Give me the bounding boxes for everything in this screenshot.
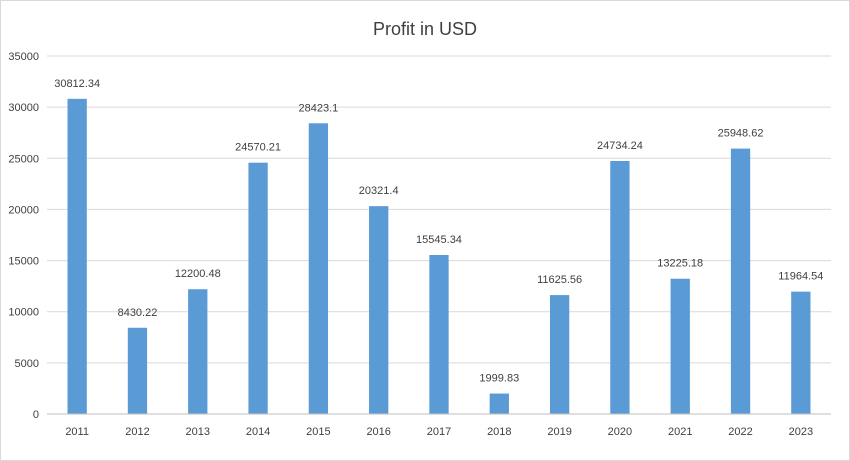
- data-label-2013: 12200.48: [175, 268, 221, 280]
- chart-title: Profit in USD: [373, 19, 477, 39]
- data-label-2017: 15545.34: [416, 234, 462, 246]
- bars: [67, 98, 811, 415]
- data-label-2022: 25948.62: [718, 128, 764, 140]
- data-label-2011: 30812.34: [54, 78, 100, 90]
- x-tick-label-2022: 2022: [728, 426, 752, 438]
- y-tick-label: 5000: [15, 358, 39, 370]
- bar-2023: [791, 291, 811, 414]
- y-tick-label: 25000: [8, 153, 39, 165]
- x-axis-tick-labels: 2011 2012 2013 2014 2015 2016 2017 2018 2019 2020…: [65, 426, 813, 438]
- x-tick-label-2014: 2014: [246, 426, 270, 438]
- bar-2020: [610, 161, 630, 414]
- x-tick-label-2023: 2023: [789, 426, 813, 438]
- bar-2016: [369, 206, 389, 414]
- y-axis-tick-labels: 0 5000 10000 15000 20000 25000 30000 35000: [8, 51, 39, 421]
- bar-2022: [730, 148, 751, 414]
- x-tick-label-2015: 2015: [306, 426, 330, 438]
- y-tick-label: 20000: [8, 204, 39, 216]
- data-label-2014: 24570.21: [235, 142, 281, 154]
- x-tick-label-2018: 2018: [487, 426, 511, 438]
- data-label-2012: 8430.22: [118, 307, 158, 319]
- x-tick-label-2012: 2012: [125, 426, 149, 438]
- bar-2012: [127, 327, 148, 414]
- y-tick-label: 10000: [8, 307, 39, 319]
- bar-2021: [670, 278, 690, 414]
- bar-2013: [188, 289, 208, 414]
- bar-2011: [67, 98, 87, 415]
- data-label-2021: 13225.18: [657, 258, 703, 270]
- y-tick-label: 35000: [8, 51, 39, 63]
- data-label-2016: 20321.4: [359, 185, 399, 197]
- x-tick-label-2016: 2016: [366, 426, 390, 438]
- data-labels: 30812.34 8430.22 12200.48 24570.21 28423.1 20…: [54, 78, 823, 385]
- data-label-2018: 1999.83: [479, 373, 519, 385]
- y-tick-label: 0: [33, 409, 39, 421]
- bar-2015: [308, 123, 329, 415]
- data-label-2015: 28423.1: [299, 102, 339, 114]
- data-label-2023: 11964.54: [778, 271, 823, 283]
- x-tick-label-2017: 2017: [427, 426, 451, 438]
- x-tick-label-2020: 2020: [608, 426, 632, 438]
- y-tick-label: 15000: [8, 256, 39, 268]
- x-tick-label-2011: 2011: [65, 426, 89, 438]
- y-tick-label: 30000: [8, 102, 39, 114]
- data-label-2019: 11625.56: [537, 274, 582, 286]
- x-tick-label-2021: 2021: [668, 426, 692, 438]
- bar-2018: [489, 393, 509, 414]
- bar-2014: [248, 162, 268, 414]
- data-label-2020: 24734.24: [597, 140, 643, 152]
- x-tick-label-2019: 2019: [547, 426, 571, 438]
- x-tick-label-2013: 2013: [186, 426, 210, 438]
- bar-2017: [429, 254, 449, 414]
- bar-2019: [549, 295, 570, 414]
